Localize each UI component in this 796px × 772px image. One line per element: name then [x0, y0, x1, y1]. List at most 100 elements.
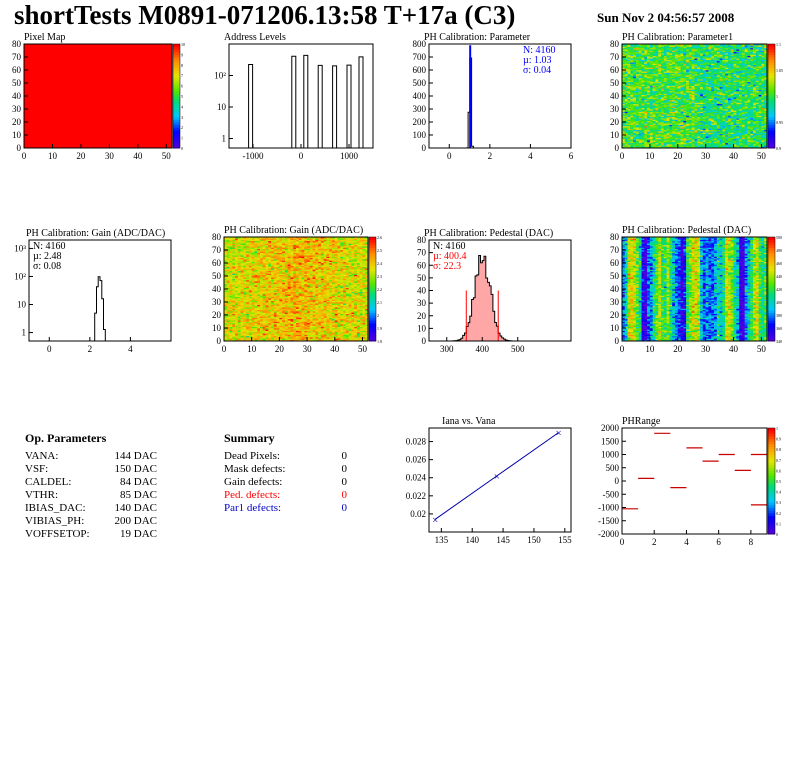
- heatmap-cell: [644, 66, 648, 68]
- heatmap-cell: [747, 62, 751, 64]
- colorbar-cell: [173, 106, 180, 110]
- heatmap-cell: [663, 135, 667, 137]
- heatmap-cell: [677, 67, 681, 69]
- heatmap-cell: [649, 85, 653, 88]
- heatmap-cell: [644, 77, 648, 80]
- heatmap-cell: [688, 135, 693, 137]
- heatmap-cell: [647, 127, 651, 129]
- heatmap-cell: [702, 110, 706, 112]
- heatmap-cell: [672, 49, 676, 51]
- heatmap-cell: [697, 114, 701, 116]
- heatmap-cell: [700, 75, 704, 77]
- heatmap-cell: [627, 44, 631, 46]
- heatmap-cell: [232, 311, 236, 313]
- heatmap-cell: [680, 125, 684, 128]
- heatmap-cell: [635, 71, 640, 73]
- heatmap-cell: [722, 44, 726, 46]
- heatmap-cell: [758, 141, 762, 144]
- heatmap-cell: [714, 105, 718, 107]
- heatmap-cell: [644, 63, 648, 66]
- heatmap-cell: [747, 116, 751, 119]
- heatmap-cell: [688, 88, 693, 90]
- heatmap-cell: [722, 114, 726, 116]
- colorbar-cell: [173, 44, 180, 48]
- heatmap-cell: [669, 94, 673, 97]
- heatmap-cell: [649, 88, 653, 90]
- heatmap-cell: [714, 53, 718, 55]
- heatmap-cell: [747, 99, 751, 102]
- heatmap-cell: [686, 77, 690, 80]
- heatmap-cell: [647, 49, 651, 51]
- heatmap-cell: [700, 120, 704, 123]
- heatmap-cell: [753, 119, 757, 121]
- heatmap-cell: [674, 109, 679, 111]
- heatmap-cell: [736, 110, 740, 112]
- heatmap-cell: [750, 49, 754, 51]
- heatmap-cell: [694, 111, 698, 114]
- heatmap-cell: [736, 58, 740, 60]
- heatmap-cell: [226, 276, 230, 278]
- heatmap-cell: [761, 50, 765, 53]
- heatmap-cell: [686, 86, 690, 89]
- heatmap-cell: [240, 251, 244, 253]
- heatmap-cell: [747, 122, 751, 124]
- heatmap-cell: [655, 109, 659, 111]
- heatmap-cell: [627, 88, 631, 90]
- heatmap-cell: [764, 138, 768, 141]
- heatmap-cell: [652, 72, 656, 75]
- heatmap-cell: [658, 114, 662, 116]
- heatmap-cell: [761, 137, 765, 140]
- heatmap-cell: [627, 122, 631, 124]
- heatmap-cell: [661, 116, 665, 119]
- heatmap-cell: [622, 79, 626, 81]
- heatmap-cell: [697, 92, 701, 94]
- heatmap-cell: [697, 80, 701, 82]
- heatmap-cell: [635, 133, 640, 136]
- heatmap-cell: [761, 45, 765, 47]
- heatmap-cell: [705, 128, 709, 131]
- heatmap-cell: [680, 111, 684, 114]
- heatmap-cell: [229, 247, 233, 249]
- heatmap-cell: [702, 122, 706, 124]
- heatmap-cell: [711, 49, 715, 51]
- heatmap-cell: [630, 137, 634, 140]
- heatmap-cell: [755, 59, 759, 62]
- heatmap-cell: [730, 129, 734, 132]
- heatmap-cell: [635, 138, 640, 141]
- heatmap-cell: [237, 255, 241, 257]
- heatmap-cell: [624, 86, 628, 89]
- heatmap-cell: [750, 107, 754, 110]
- heatmap-cell: [730, 112, 734, 115]
- heatmap-cell: [229, 273, 233, 275]
- heatmap-cell: [683, 128, 687, 131]
- heatmap-cell: [237, 329, 241, 331]
- heatmap-cell: [674, 73, 679, 76]
- heatmap-cell: [683, 66, 687, 68]
- heatmap-cell: [733, 76, 737, 79]
- heatmap-cell: [761, 125, 765, 128]
- heatmap-cell: [237, 286, 241, 288]
- heatmap-cell: [761, 141, 765, 144]
- heatmap-cell: [674, 86, 679, 89]
- heatmap-cell: [644, 94, 648, 97]
- heatmap-cell: [652, 84, 656, 86]
- heatmap-cell: [680, 128, 684, 131]
- heatmap-cell: [638, 84, 642, 86]
- heatmap-cell: [753, 135, 757, 137]
- heatmap-cell: [716, 116, 720, 119]
- heatmap-cell: [235, 240, 239, 243]
- heatmap-cell: [705, 102, 709, 105]
- heatmap-cell: [691, 105, 695, 107]
- heatmap-cell: [702, 123, 706, 125]
- heatmap-cell: [700, 137, 704, 140]
- heatmap-cell: [702, 99, 706, 102]
- heatmap-cell: [750, 125, 754, 128]
- heatmap-cell: [714, 85, 718, 88]
- heatmap-cell: [725, 138, 729, 141]
- heatmap-cell: [725, 133, 729, 136]
- heatmap-cell: [661, 80, 665, 82]
- heatmap-cell: [733, 50, 737, 53]
- heatmap-cell: [683, 132, 687, 134]
- heatmap-cell: [711, 59, 715, 62]
- heatmap-cell: [719, 80, 723, 82]
